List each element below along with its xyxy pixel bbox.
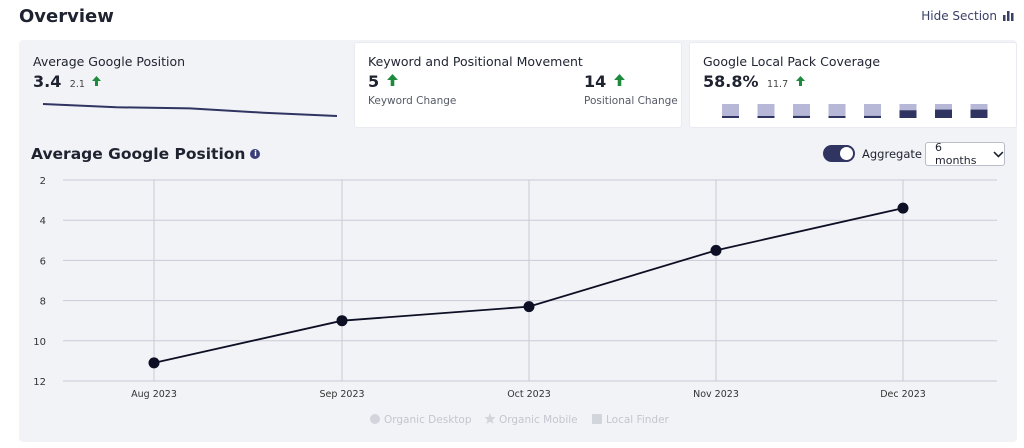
arrow-up-icon xyxy=(92,76,102,86)
card-keyword-movement[interactable]: Keyword and Positional Movement 5 Keywor… xyxy=(354,42,682,128)
x-tick-label: Aug 2023 xyxy=(131,389,177,400)
card-title: Average Google Position xyxy=(33,54,186,69)
sparkline-line xyxy=(42,103,338,117)
legend-label: Organic Desktop xyxy=(384,414,472,426)
y-tick-label: 6 xyxy=(40,256,46,267)
time-range-select[interactable]: 6 months xyxy=(925,141,1005,167)
legend-label: Local Finder xyxy=(606,414,670,426)
x-tick-label: Oct 2023 xyxy=(507,389,551,400)
card-title: Keyword and Positional Movement xyxy=(368,54,583,69)
hide-section-button[interactable]: Hide Section xyxy=(921,9,1014,23)
chevron-down-icon xyxy=(993,150,1004,158)
coverage-bar xyxy=(899,104,917,118)
avg-position-change: 2.1 xyxy=(69,79,85,90)
arrow-up-icon xyxy=(386,74,398,86)
coverage-bar xyxy=(970,104,988,118)
coverage-bar xyxy=(864,104,881,118)
local-pack-change: 11.7 xyxy=(766,79,789,90)
chart-title: Average Google Position i xyxy=(31,145,261,163)
coverage-bar xyxy=(722,104,739,118)
aggregate-label: Aggregate xyxy=(862,147,922,161)
data-point[interactable] xyxy=(897,202,909,214)
card-local-pack-coverage[interactable]: Google Local Pack Coverage 58.8% 11.7 xyxy=(689,42,1017,128)
legend-item[interactable]: Local Finder xyxy=(592,414,670,426)
data-point[interactable] xyxy=(523,301,535,313)
page-title: Overview xyxy=(19,6,114,27)
y-tick-label: 10 xyxy=(33,337,46,348)
local-pack-value: 58.8% xyxy=(703,72,759,91)
square-icon xyxy=(592,414,602,424)
legend-item[interactable]: Organic Mobile xyxy=(484,413,578,426)
star-icon xyxy=(484,413,496,424)
arrow-up-icon xyxy=(795,76,805,86)
keyword-change-value: 5 xyxy=(368,72,380,91)
y-tick-label: 2 xyxy=(40,176,46,187)
avg-position-value: 3.4 xyxy=(33,72,62,91)
coverage-bar xyxy=(757,104,775,118)
positional-change-label: Positional Change xyxy=(584,95,678,107)
time-range-value: 6 months xyxy=(935,141,977,167)
coverage-bars xyxy=(722,104,988,118)
info-icon[interactable]: i xyxy=(250,149,261,159)
bar-chart-icon xyxy=(1003,11,1014,21)
y-tick-label: 12 xyxy=(33,377,46,388)
aggregate-toggle[interactable] xyxy=(823,145,855,162)
keyword-change-label: Keyword Change xyxy=(368,95,457,107)
circle-icon xyxy=(370,414,380,424)
card-title: Google Local Pack Coverage xyxy=(703,54,881,69)
overview-header: Overview Hide Section xyxy=(0,0,1024,36)
chart-title-text: Average Google Position xyxy=(31,145,246,163)
keyword-change: 5 Keyword Change xyxy=(368,72,456,107)
legend-label: Organic Mobile xyxy=(499,414,578,426)
x-tick-label: Sep 2023 xyxy=(319,389,364,400)
legend-item[interactable]: Organic Desktop xyxy=(370,414,472,426)
positional-change-value: 14 xyxy=(584,72,607,91)
data-point[interactable] xyxy=(336,315,348,327)
x-tick-label: Nov 2023 xyxy=(693,389,739,400)
x-tick-label: Dec 2023 xyxy=(880,389,926,400)
coverage-bar xyxy=(935,104,952,118)
coverage-bar xyxy=(793,104,810,118)
y-tick-label: 4 xyxy=(40,216,46,227)
hide-section-label: Hide Section xyxy=(921,9,997,23)
arrow-up-icon xyxy=(613,74,625,86)
local-pack-value-row: 58.8% 11.7 xyxy=(703,72,805,92)
toggle-knob xyxy=(840,147,853,160)
card-average-position[interactable]: Average Google Position 3.4 2.1 xyxy=(19,42,347,128)
positional-change: 14 Positional Change xyxy=(584,72,678,107)
sparkline xyxy=(42,103,338,117)
data-point[interactable] xyxy=(148,357,160,369)
y-tick-label: 8 xyxy=(40,297,46,308)
data-point[interactable] xyxy=(710,244,722,256)
coverage-bar xyxy=(828,104,846,118)
avg-position-value-row: 3.4 2.1 xyxy=(33,72,102,92)
